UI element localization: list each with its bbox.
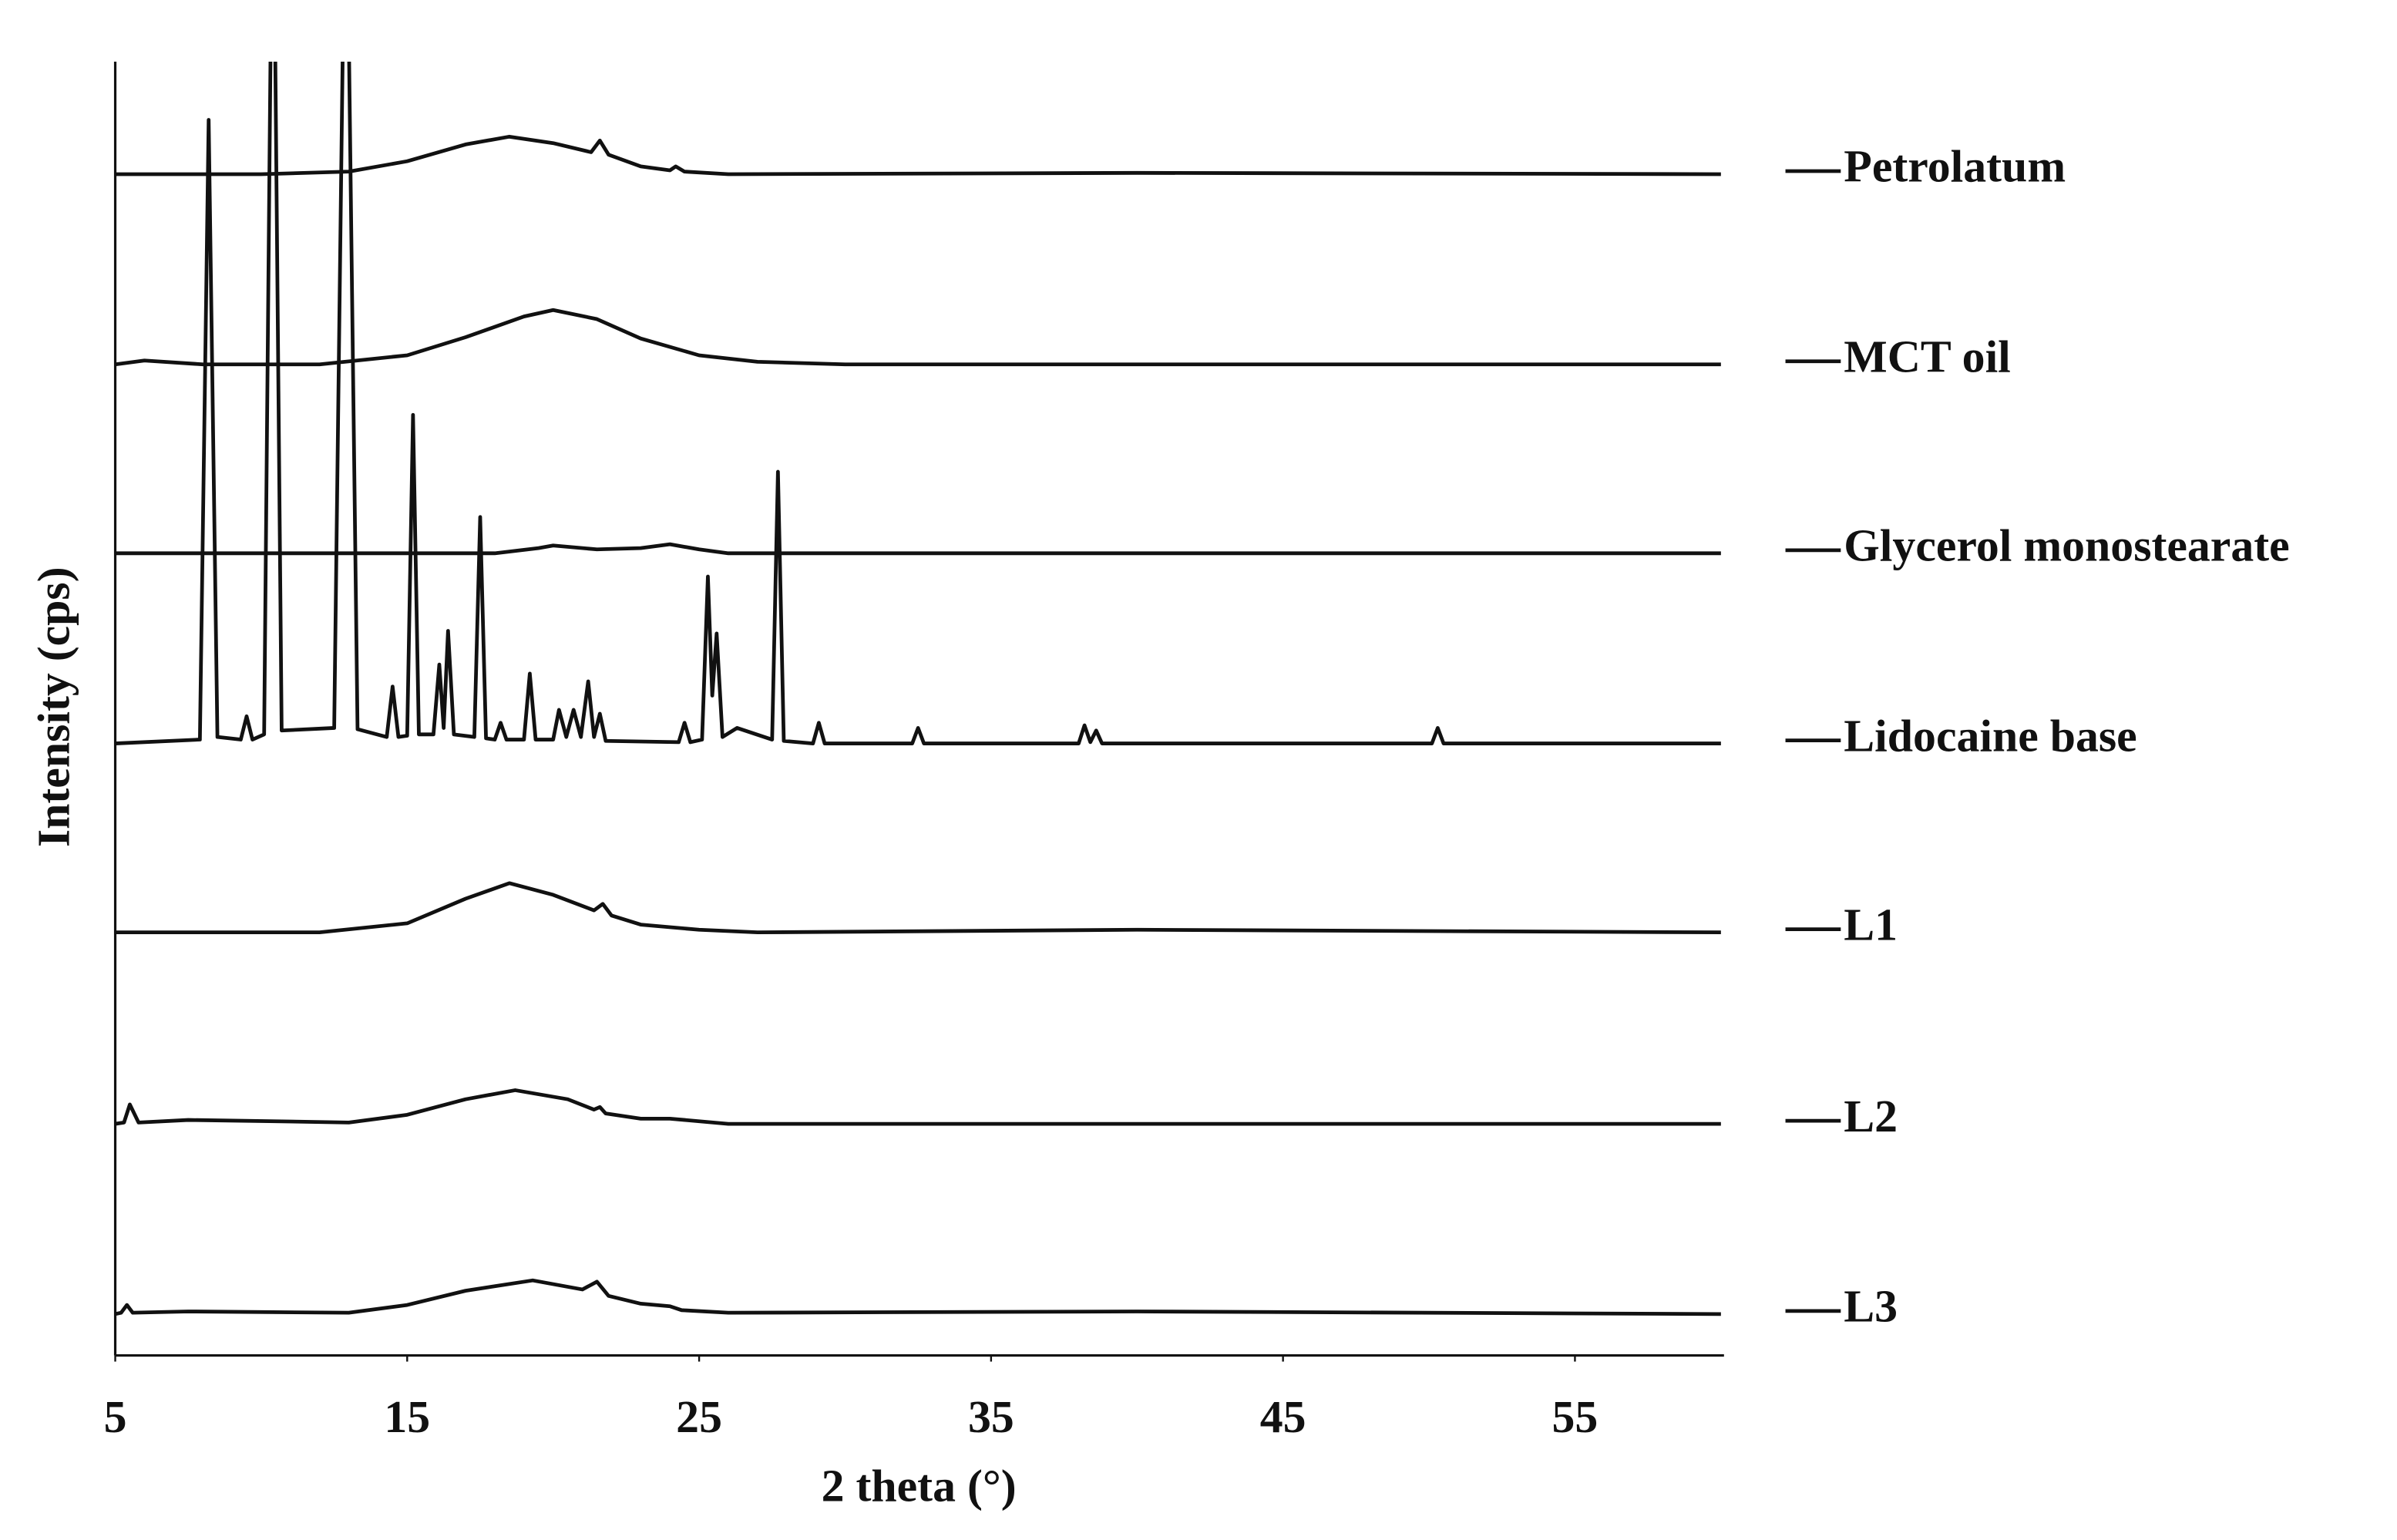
x-tick-label: 45 <box>1260 1391 1306 1442</box>
legend-label: Lidocaine base <box>1844 710 2136 761</box>
xrd-trace <box>115 881 1721 935</box>
legend-label: Petrolatum <box>1844 141 2066 192</box>
legend-label: Glycerol monostearate <box>1844 520 2289 571</box>
xrd-trace <box>115 1088 1721 1126</box>
xrd-trace <box>115 61 1721 745</box>
x-tick-label: 55 <box>1552 1391 1599 1442</box>
xrd-trace <box>115 1278 1721 1316</box>
x-tick-label: 15 <box>384 1391 430 1442</box>
x-tick-label: 5 <box>104 1391 127 1442</box>
y-axis-label: Intensity (cps) <box>28 567 79 847</box>
xrd-trace <box>115 542 1721 556</box>
xrd-trace <box>115 308 1721 367</box>
x-tick-label: 35 <box>968 1391 1014 1442</box>
legend-label: L1 <box>1844 899 1898 950</box>
x-tick-label: 25 <box>676 1391 722 1442</box>
x-axis-label: 2 theta (°) <box>822 1461 1017 1511</box>
xrd-trace <box>115 134 1721 177</box>
legend-label: MCT oil <box>1844 331 2011 382</box>
legend-label: L2 <box>1844 1091 1898 1142</box>
legend-label: L3 <box>1844 1281 1898 1332</box>
